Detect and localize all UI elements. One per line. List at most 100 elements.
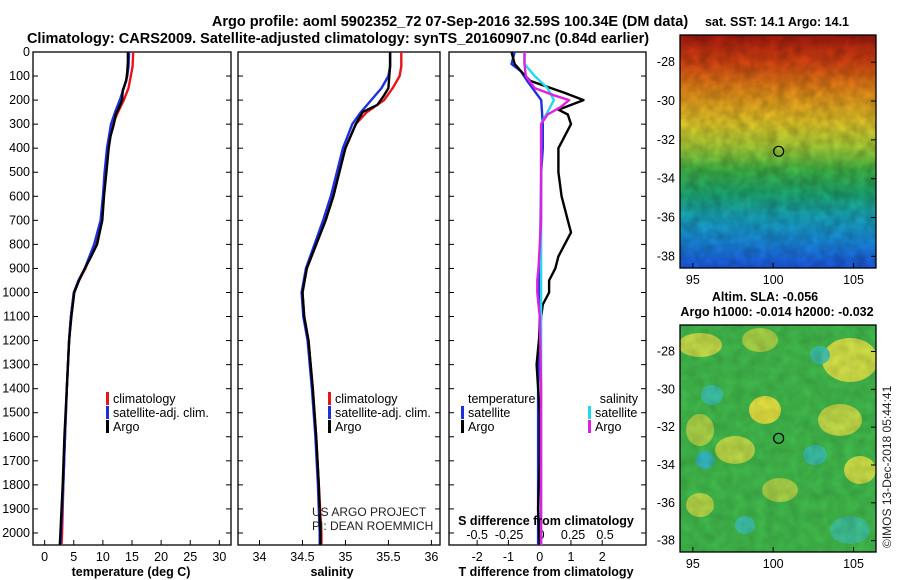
legend-swatch-s-argo <box>588 420 591 433</box>
legend-label-s-argo: Argo <box>595 420 621 434</box>
legend-swatch-t-argo <box>461 420 464 433</box>
map-y-tick-label: -36 <box>657 211 675 225</box>
legend-label-t-satellite: satellite <box>468 406 510 420</box>
y-tick-label: 1800 <box>2 478 30 492</box>
y-tick-label: 1200 <box>2 334 30 348</box>
legend-label-t-argo: Argo <box>468 420 494 434</box>
legend-swatch-satellite <box>328 406 331 419</box>
float-position-marker <box>773 145 785 157</box>
y-tick-label: 800 <box>9 237 30 251</box>
x2-tick-label: 0.25 <box>561 528 585 542</box>
difference-legend: temperature satellite Argo salinity sate… <box>461 392 639 434</box>
x2-tick-label: 0.5 <box>596 528 613 542</box>
y-tick-label: 1400 <box>2 382 30 396</box>
y-tick-label: 1900 <box>2 502 30 516</box>
difference-panel <box>448 51 647 546</box>
x-tick-label: 5 <box>70 550 77 564</box>
x-tick-label: -1 <box>503 550 514 564</box>
y-tick-label: 1500 <box>2 406 30 420</box>
y-tick-label: 500 <box>9 165 30 179</box>
salinity-series-argo <box>301 52 392 545</box>
s-difference-axis-label: S difference from climatology <box>458 514 634 528</box>
x-tick-label: 34.5 <box>290 550 314 564</box>
legend-label-s-satellite: satellite <box>595 406 637 420</box>
y-tick-label: 700 <box>9 213 30 227</box>
legend-label-argo: Argo <box>335 420 361 434</box>
legend-swatch-argo <box>328 420 331 433</box>
x-tick-label: 10 <box>96 550 110 564</box>
sla-map-subtitle: Argo h1000: -0.014 h2000: -0.032 <box>680 305 873 319</box>
legend-label-satellite: satellite-adj. clim. <box>335 406 431 420</box>
imos-timestamp: ©IMOS 13-Dec-2018 05:44:41 <box>880 385 894 548</box>
y-tick-label: 1600 <box>2 430 30 444</box>
x2-tick-label: -0.25 <box>495 528 524 542</box>
map-y-tick-label: -38 <box>657 249 675 263</box>
x-tick-label: 15 <box>125 550 139 564</box>
x-tick-label: 35 <box>338 550 352 564</box>
legend-title-temperature: temperature <box>468 392 535 406</box>
profile-lines <box>58 52 585 545</box>
y-tick-label: 600 <box>9 189 30 203</box>
sla-map-title: Altim. SLA: -0.056 <box>712 290 818 304</box>
x-tick-label: 25 <box>183 550 197 564</box>
legend-swatch-s-satellite <box>588 406 591 419</box>
x-tick-label: 0 <box>41 550 48 564</box>
legend-swatch-satellite <box>106 406 109 419</box>
float-position-marker <box>773 432 785 444</box>
x-tick-label: 30 <box>212 550 226 564</box>
map-y-tick-label: -30 <box>657 94 675 108</box>
map-x-tick-label: 100 <box>763 273 784 287</box>
temperature-series-satellite-adj-clim <box>59 52 131 545</box>
legend-label-climatology: climatology <box>335 392 398 406</box>
map-y-tick-label: -32 <box>657 420 675 434</box>
map-y-tick-label: -28 <box>657 55 675 69</box>
x2-tick-label: -0.5 <box>466 528 488 542</box>
difference-series-t-argo <box>510 52 585 545</box>
temperature-series-argo <box>58 52 130 545</box>
x-tick-label: 35.5 <box>376 550 400 564</box>
map-y-tick-label: -30 <box>657 382 675 396</box>
salinity-panel <box>237 51 441 546</box>
salinity-legend: climatology satellite-adj. clim. Argo <box>328 392 431 434</box>
x-tick-label: -2 <box>472 550 483 564</box>
y-tick-label: 1000 <box>2 285 30 299</box>
sst-map-title: sat. SST: 14.1 Argo: 14.1 <box>705 15 849 29</box>
credit-pi: PI: DEAN ROEMMICH <box>312 519 433 533</box>
x-tick-label: 34 <box>253 550 267 564</box>
map-ticks: 95 100 105 -28 -30 -32 -34 -36 -38 95 100 105 -28 -30… <box>657 55 876 571</box>
map-x-tick-label: 105 <box>843 273 864 287</box>
salinity-series-satellite-adj-clim <box>300 52 392 545</box>
legend-swatch-t-satellite <box>461 406 464 419</box>
y-tick-label: 0 <box>23 45 30 59</box>
axis-ticks: 0100200300400500600700800900100011001200… <box>2 45 646 564</box>
y-tick-label: 900 <box>9 261 30 275</box>
y-tick-label: 1100 <box>3 310 30 324</box>
map-y-tick-label: -32 <box>657 133 675 147</box>
map-x-tick-label: 105 <box>843 557 864 571</box>
legend-swatch-climatology <box>328 392 331 405</box>
x-tick-label: 1 <box>567 550 574 564</box>
map-y-tick-label: -34 <box>657 458 675 472</box>
legend-swatch-argo <box>106 420 109 433</box>
difference-series-s-argo <box>523 52 571 545</box>
x-tick-label: 20 <box>154 550 168 564</box>
temperature-legend: climatology satellite-adj. clim. Argo <box>106 392 209 434</box>
y-tick-label: 400 <box>9 141 30 155</box>
map-y-tick-label: -36 <box>657 496 675 510</box>
y-tick-label: 1700 <box>2 454 30 468</box>
map-x-tick-label: 100 <box>763 557 784 571</box>
t-difference-axis-label: T difference from climatology <box>458 565 633 579</box>
sla-map-image <box>680 325 876 552</box>
legend-label-argo: Argo <box>113 420 139 434</box>
y-tick-label: 200 <box>9 93 30 107</box>
map-x-tick-label: 95 <box>686 557 700 571</box>
legend-swatch-climatology <box>106 392 109 405</box>
y-tick-label: 100 <box>9 69 30 83</box>
legend-title-salinity: salinity <box>600 392 639 406</box>
x-tick-label: 2 <box>599 550 606 564</box>
map-y-tick-label: -28 <box>657 344 675 358</box>
map-y-tick-label: -38 <box>657 534 675 548</box>
sla-map-frame <box>679 324 877 553</box>
y-tick-label: 1300 <box>2 358 30 372</box>
